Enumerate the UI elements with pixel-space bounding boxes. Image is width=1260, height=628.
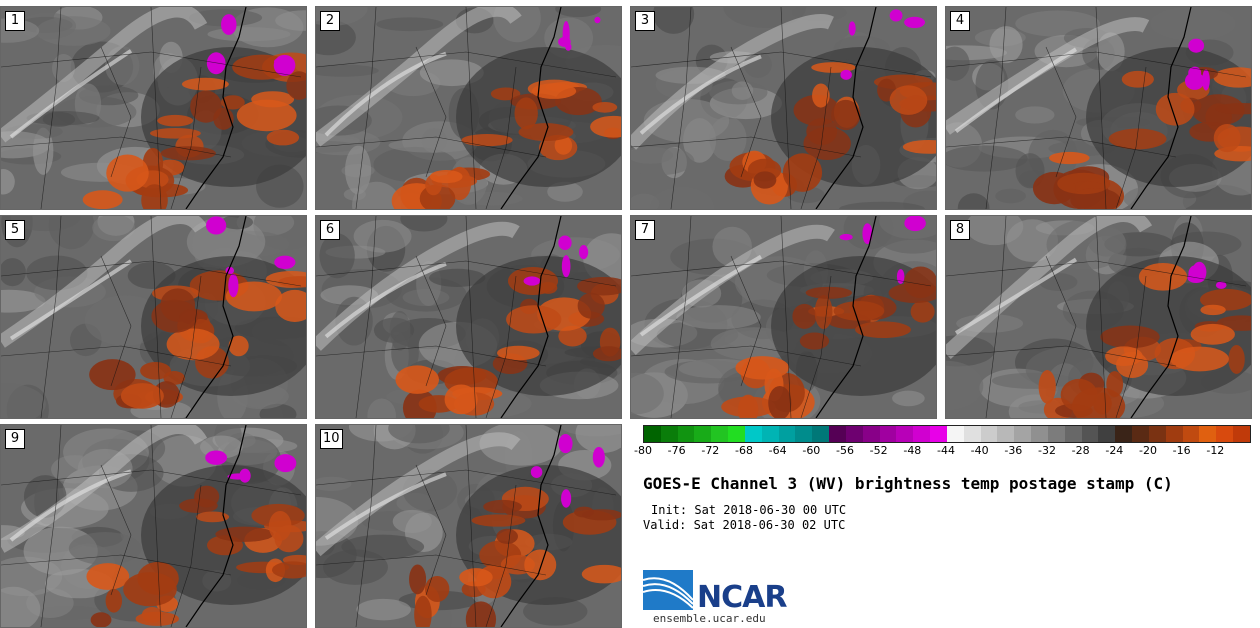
colorbar-tick-label: -72	[701, 444, 720, 457]
stamp-panel-3: 3	[630, 6, 937, 210]
colorbar-swatch	[778, 426, 796, 442]
panel-number: 2	[320, 11, 340, 31]
colorbar-tick-label: -48	[903, 444, 922, 457]
colorbar-swatch	[694, 426, 712, 442]
colorbar-tick-label: -60	[802, 444, 821, 457]
map-9	[1, 425, 306, 627]
map-5	[1, 216, 306, 418]
panel-number: 8	[950, 220, 970, 240]
colorbar-swatch	[896, 426, 914, 442]
colorbar-tick-label: -28	[1071, 444, 1090, 457]
map-8	[946, 216, 1251, 418]
panel-number: 10	[320, 429, 343, 449]
stamp-panel-1: 1	[0, 6, 307, 210]
colorbar-ticks: -80 -76 -72 -68 -64 -60 -56 -52 -48 -44 -40 -36 -32 -…	[634, 444, 1249, 460]
colorbar-tick-label: -12	[1206, 444, 1225, 457]
stamp-panel-7: 7	[630, 215, 937, 419]
colorbar-tick-label: -40	[970, 444, 989, 457]
colorbar-tick-label: -76	[667, 444, 686, 457]
valid-time: Valid: Sat 2018-06-30 02 UTC	[643, 518, 846, 532]
colorbar-swatch	[913, 426, 931, 442]
colorbar-swatch	[1014, 426, 1032, 442]
colorbar-tick-label: -32	[1038, 444, 1056, 457]
colorbar-swatch	[980, 426, 998, 442]
colorbar-swatch	[1081, 426, 1099, 442]
colorbar-swatch	[1132, 426, 1149, 442]
colorbar-swatch	[1216, 426, 1233, 442]
colorbar-tick-label: -24	[1105, 444, 1124, 457]
colorbar-swatch	[930, 426, 947, 442]
colorbar-swatch	[946, 426, 964, 442]
colorbar-swatch	[711, 426, 729, 442]
stamp-panel-9: 9	[0, 424, 307, 628]
panel-number: 6	[320, 220, 340, 240]
colorbar-tick-label: -20	[1139, 444, 1157, 457]
colorbar-swatch	[1064, 426, 1082, 442]
colorbar-tick-label: -36	[1004, 444, 1023, 457]
map-3	[631, 7, 936, 209]
panel-number: 1	[5, 11, 25, 31]
colorbar-tick-label: -68	[735, 444, 753, 457]
colorbar-swatch	[1232, 426, 1250, 442]
panel-number: 9	[5, 429, 25, 449]
colorbar-swatch	[997, 426, 1015, 442]
colorbar-swatch	[660, 426, 678, 442]
colorbar-swatch	[1199, 426, 1217, 442]
colorbar-swatch	[1098, 426, 1116, 442]
colorbar-swatch	[1148, 426, 1166, 442]
colorbar-swatch	[761, 426, 779, 442]
colorbar-swatch	[829, 426, 846, 442]
colorbar-swatch	[1047, 426, 1065, 442]
ncar-logo	[643, 570, 694, 610]
colorbar-swatch	[744, 426, 762, 442]
map-10	[316, 425, 621, 627]
panel-number: 5	[5, 220, 25, 240]
colorbar-tick-label: -56	[836, 444, 854, 457]
colorbar-tick-label: -52	[869, 444, 888, 457]
colorbar-swatch	[644, 426, 661, 442]
map-7	[631, 216, 936, 418]
figure-title: GOES-E Channel 3 (WV) brightness temp po…	[643, 474, 1173, 493]
panel-number: 7	[635, 220, 655, 240]
map-2	[316, 7, 621, 209]
colorbar-swatch	[963, 426, 981, 442]
colorbar-swatch	[795, 426, 813, 442]
stamp-panel-4: 4	[945, 6, 1252, 210]
colorbar-tick-label: -80	[634, 444, 652, 457]
map-4	[946, 7, 1251, 209]
logo-text: NCAR	[697, 580, 787, 615]
logo-url: ensemble.ucar.edu	[653, 612, 766, 625]
colorbar-swatch	[862, 426, 880, 442]
panel-number: 4	[950, 11, 970, 31]
stamp-panel-2: 2	[315, 6, 622, 210]
colorbar-swatch	[1031, 426, 1048, 442]
colorbar-tick-label: -64	[768, 444, 787, 457]
colorbar	[643, 425, 1251, 443]
init-time: Init: Sat 2018-06-30 00 UTC	[651, 503, 847, 517]
stamp-panel-5: 5	[0, 215, 307, 419]
colorbar-tick-label: -16	[1172, 444, 1191, 457]
stamp-panel-6: 6	[315, 215, 622, 419]
colorbar-tick-label: -44	[937, 444, 955, 457]
map-6	[316, 216, 621, 418]
colorbar-swatch	[1115, 426, 1133, 442]
colorbar-swatch	[845, 426, 863, 442]
stamp-panel-8: 8	[945, 215, 1252, 419]
stamp-panel-10: 10	[315, 424, 622, 628]
panel-number: 3	[635, 11, 655, 31]
map-1	[1, 7, 306, 209]
colorbar-swatch	[1165, 426, 1183, 442]
colorbar-swatch	[677, 426, 695, 442]
colorbar-swatch	[812, 426, 830, 442]
colorbar-swatch	[1182, 426, 1200, 442]
colorbar-swatch	[879, 426, 897, 442]
colorbar-swatch	[728, 426, 745, 442]
